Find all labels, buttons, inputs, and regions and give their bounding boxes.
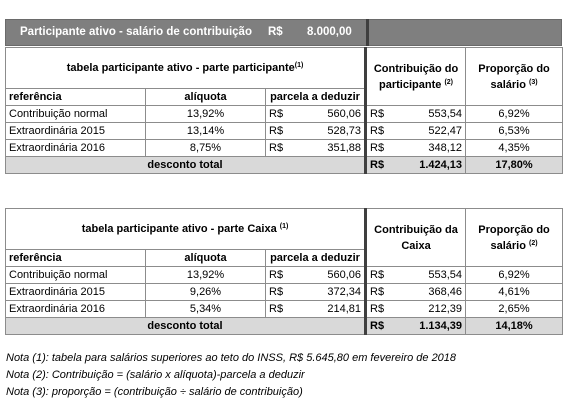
footnote-2: Nota (2): Contribuição = (salário x alíq… <box>6 369 305 381</box>
header-bar: Participante ativo - salário de contribu… <box>5 19 562 46</box>
footnote-3: Nota (3): proporção = (contribuição ÷ sa… <box>6 386 303 398</box>
contrib-cell: 368,46 <box>393 283 467 301</box>
total-prop: 14,18% <box>465 317 564 335</box>
parcela-cell: 351,88 <box>293 139 367 157</box>
table2-sub-aliquota: alíquota <box>145 249 266 267</box>
parcela-cell: 214,81 <box>293 300 367 318</box>
contrib-cell: 553,54 <box>393 266 467 284</box>
header-salary-value: 8.000,00 <box>307 26 352 38</box>
ref-cell: Extraordinária 2016 <box>5 139 146 157</box>
footnote-1: Nota (1): tabela para salários superiore… <box>6 352 457 364</box>
total-currency: R$ <box>364 156 394 174</box>
footnotes: Nota (1): tabela para salários superiore… <box>6 350 456 401</box>
total-currency: R$ <box>364 317 394 335</box>
currency-cell: R$ <box>265 139 294 157</box>
prop-cell: 2,65% <box>465 300 564 318</box>
total-label: desconto total <box>4 317 367 335</box>
table-row: Extraordinária 2015 13,14% R$ 528,73 R$ … <box>5 122 564 140</box>
table1-sub-aliquota: alíquota <box>145 88 266 106</box>
ref-cell: Contribuição normal <box>5 266 146 284</box>
total-value: 1.424,13 <box>393 156 467 174</box>
table1-col-prop: Proporção do salário (3) <box>465 47 564 106</box>
table1-col-contrib: Contribuição do participante (2) <box>364 47 467 106</box>
table-row: Contribuição normal 13,92% R$ 560,06 R$ … <box>5 266 564 284</box>
total-label: desconto total <box>4 156 367 174</box>
header-label: Participante ativo - salário de contribu… <box>20 26 252 38</box>
aliquota-cell: 13,92% <box>145 266 266 284</box>
aliquota-cell: 9,26% <box>145 283 266 301</box>
ref-cell: Extraordinária 2015 <box>5 122 146 140</box>
prop-cell: 4,61% <box>465 283 564 301</box>
contrib-cell: 212,39 <box>393 300 467 318</box>
currency-cell: R$ <box>364 122 394 140</box>
contrib-cell: 553,54 <box>393 105 467 123</box>
aliquota-cell: 13,14% <box>145 122 266 140</box>
table2-col-prop: Proporção do salário (2) <box>465 208 564 267</box>
table2-sub-referencia: referência <box>5 249 146 267</box>
prop-cell: 6,92% <box>465 266 564 284</box>
table-row: Extraordinária 2016 8,75% R$ 351,88 R$ 3… <box>5 139 564 157</box>
ref-cell: Extraordinária 2015 <box>5 283 146 301</box>
total-row: desconto total R$ 1.134,39 14,18% <box>4 317 564 335</box>
parcela-cell: 528,73 <box>293 122 367 140</box>
table-row: Extraordinária 2015 9,26% R$ 372,34 R$ 3… <box>5 283 564 301</box>
table2-title: tabela participante ativo - parte Caixa … <box>4 208 367 250</box>
aliquota-cell: 13,92% <box>145 105 266 123</box>
currency-cell: R$ <box>364 266 394 284</box>
header-currency: R$ <box>268 26 283 38</box>
ref-cell: Extraordinária 2016 <box>5 300 146 318</box>
table2-sub-parcela: parcela a deduzir <box>264 249 367 267</box>
aliquota-cell: 8,75% <box>145 139 266 157</box>
table2-col-contrib: Contribuição da Caixa <box>364 208 467 267</box>
table1-title: tabela participante ativo - parte partic… <box>4 47 367 89</box>
table1-sub-referencia: referência <box>5 88 146 106</box>
aliquota-cell: 5,34% <box>145 300 266 318</box>
currency-cell: R$ <box>265 283 294 301</box>
currency-cell: R$ <box>364 300 394 318</box>
currency-cell: R$ <box>364 105 394 123</box>
currency-cell: R$ <box>265 266 294 284</box>
parcela-cell: 560,06 <box>293 266 367 284</box>
currency-cell: R$ <box>364 283 394 301</box>
prop-cell: 6,53% <box>465 122 564 140</box>
parcela-cell: 560,06 <box>293 105 367 123</box>
currency-cell: R$ <box>265 105 294 123</box>
currency-cell: R$ <box>364 139 394 157</box>
prop-cell: 6,92% <box>465 105 564 123</box>
currency-cell: R$ <box>265 300 294 318</box>
table-row: Contribuição normal 13,92% R$ 560,06 R$ … <box>5 105 564 123</box>
parcela-cell: 372,34 <box>293 283 367 301</box>
prop-cell: 4,35% <box>465 139 564 157</box>
contrib-cell: 348,12 <box>393 139 467 157</box>
table1-sub-parcela: parcela a deduzir <box>264 88 367 106</box>
ref-cell: Contribuição normal <box>5 105 146 123</box>
total-value: 1.134,39 <box>393 317 467 335</box>
table-caixa: tabela participante ativo - parte Caixa … <box>4 208 564 335</box>
contrib-cell: 522,47 <box>393 122 467 140</box>
currency-cell: R$ <box>265 122 294 140</box>
header-divider <box>366 19 369 46</box>
total-row: desconto total R$ 1.424,13 17,80% <box>4 156 564 174</box>
table-participante: tabela participante ativo - parte partic… <box>4 47 564 174</box>
table-row: Extraordinária 2016 5,34% R$ 214,81 R$ 2… <box>5 300 564 318</box>
total-prop: 17,80% <box>465 156 564 174</box>
